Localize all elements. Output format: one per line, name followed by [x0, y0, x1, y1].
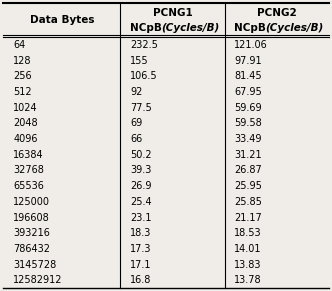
Text: 17.1: 17.1 — [130, 260, 152, 269]
Text: 16384: 16384 — [13, 150, 44, 160]
Text: 121.06: 121.06 — [234, 40, 268, 50]
Text: 59.69: 59.69 — [234, 103, 262, 113]
Text: NCpB: NCpB — [234, 22, 266, 33]
Text: NCpB: NCpB — [130, 22, 162, 33]
Text: 12582912: 12582912 — [13, 275, 62, 285]
Text: 81.45: 81.45 — [234, 71, 262, 81]
Text: (Cycles/B): (Cycles/B) — [265, 22, 323, 33]
Text: PCNG2: PCNG2 — [257, 8, 296, 18]
Text: 393216: 393216 — [13, 228, 50, 238]
Text: 31.21: 31.21 — [234, 150, 262, 160]
Text: 16.8: 16.8 — [130, 275, 152, 285]
Text: 196608: 196608 — [13, 212, 50, 223]
Text: 67.95: 67.95 — [234, 87, 262, 97]
Text: 106.5: 106.5 — [130, 71, 158, 81]
Text: 25.85: 25.85 — [234, 197, 262, 207]
Text: 25.95: 25.95 — [234, 181, 262, 191]
Text: 39.3: 39.3 — [130, 166, 152, 175]
Text: 59.58: 59.58 — [234, 118, 262, 128]
Text: 2048: 2048 — [13, 118, 38, 128]
Text: 155: 155 — [130, 56, 149, 66]
Text: 26.9: 26.9 — [130, 181, 152, 191]
Text: 125000: 125000 — [13, 197, 50, 207]
Text: 69: 69 — [130, 118, 142, 128]
Text: 77.5: 77.5 — [130, 103, 152, 113]
Text: 33.49: 33.49 — [234, 134, 262, 144]
Text: 32768: 32768 — [13, 166, 44, 175]
Text: 50.2: 50.2 — [130, 150, 152, 160]
Text: 17.3: 17.3 — [130, 244, 152, 254]
Text: 26.87: 26.87 — [234, 166, 262, 175]
Text: 92: 92 — [130, 87, 142, 97]
Text: Data Bytes: Data Bytes — [30, 15, 94, 25]
Text: 1024: 1024 — [13, 103, 38, 113]
Text: 786432: 786432 — [13, 244, 50, 254]
Text: 64: 64 — [13, 40, 25, 50]
Text: 97.91: 97.91 — [234, 56, 262, 66]
Text: 66: 66 — [130, 134, 142, 144]
Text: PCNG1: PCNG1 — [153, 8, 192, 18]
Text: 512: 512 — [13, 87, 32, 97]
Text: 4096: 4096 — [13, 134, 38, 144]
Text: 256: 256 — [13, 71, 32, 81]
Text: 232.5: 232.5 — [130, 40, 158, 50]
Text: 14.01: 14.01 — [234, 244, 262, 254]
Text: 23.1: 23.1 — [130, 212, 152, 223]
Text: 128: 128 — [13, 56, 32, 66]
Text: 13.78: 13.78 — [234, 275, 262, 285]
Text: 25.4: 25.4 — [130, 197, 152, 207]
Text: 65536: 65536 — [13, 181, 44, 191]
Text: (Cycles/B): (Cycles/B) — [161, 22, 219, 33]
Text: 18.3: 18.3 — [130, 228, 152, 238]
Text: 18.53: 18.53 — [234, 228, 262, 238]
Text: 3145728: 3145728 — [13, 260, 56, 269]
Text: 21.17: 21.17 — [234, 212, 262, 223]
Text: 13.83: 13.83 — [234, 260, 262, 269]
